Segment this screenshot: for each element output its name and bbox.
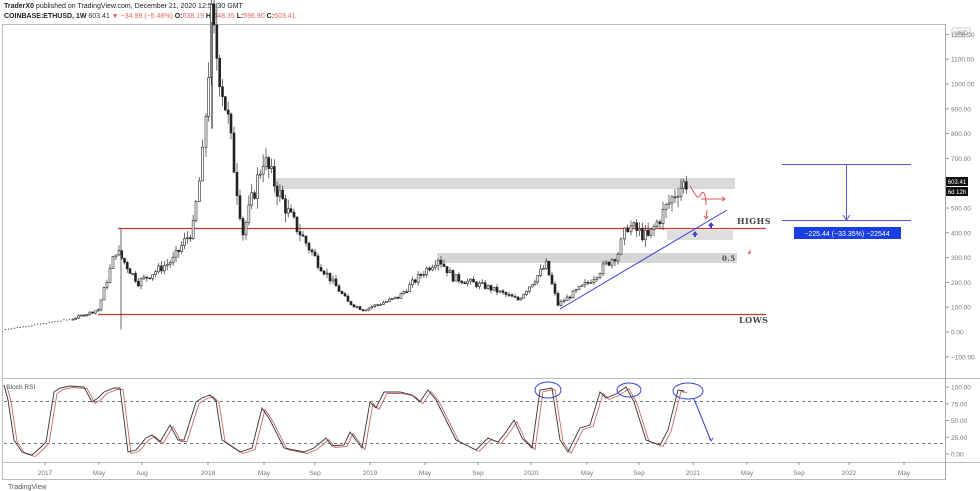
price-tick: −100.00 xyxy=(951,354,975,361)
indicator-tick: 25.00 xyxy=(951,435,968,442)
symbol-label[interactable]: COINBASE:ETHUSD, 1W xyxy=(4,13,87,20)
indicator-axis[interactable]: 100.00 75.00 50.00 25.00 0.00 xyxy=(946,385,971,459)
time-tick: May xyxy=(258,470,271,477)
arrow-down-icon xyxy=(842,214,851,221)
trend-line[interactable] xyxy=(559,209,728,310)
low-value: 596.90 xyxy=(243,13,265,20)
publisher-name[interactable]: TraderX0 xyxy=(4,3,34,10)
chart-frame xyxy=(2,24,946,480)
fib-label: 0.5 xyxy=(722,254,736,263)
time-tick: May xyxy=(419,470,432,477)
publish-info: published on TradingView.com, December 2… xyxy=(35,3,243,10)
lows-label: LOWS xyxy=(739,315,768,325)
last-price: 603.41 xyxy=(88,13,110,20)
indicator-name[interactable]: Stoch RSI xyxy=(6,384,35,391)
price-change: ▼ −34.99 (−5.48%) xyxy=(111,13,173,20)
stoch-rsi-lines xyxy=(3,384,688,458)
time-tick: Sep xyxy=(309,470,321,477)
countdown-tag-bg xyxy=(946,187,968,196)
supply-zone[interactable] xyxy=(275,178,735,189)
time-tick: 2019 xyxy=(363,470,378,477)
time-tick: 2020 xyxy=(524,470,539,477)
price-tick: 500.00 xyxy=(951,206,971,213)
time-tick: May xyxy=(581,470,594,477)
time-tick: May xyxy=(898,470,911,477)
zones xyxy=(275,178,737,263)
price-tick: 1000.00 xyxy=(951,82,975,89)
publish-line: TraderX0 published on TradingView.com, D… xyxy=(4,2,295,12)
indicator-tick: 100.00 xyxy=(951,385,971,392)
brand-label: TradingView xyxy=(8,484,47,491)
price-candles xyxy=(5,0,688,331)
last-price-tag: 603.41 xyxy=(948,180,967,186)
price-tick: 0.00 xyxy=(951,330,964,337)
time-tick: 2017 xyxy=(38,470,53,477)
price-tick: 200.00 xyxy=(951,280,971,287)
price-tick: 400.00 xyxy=(951,230,971,237)
indicator-tick: 75.00 xyxy=(951,401,968,408)
chart-header: TraderX0 published on TradingView.com, D… xyxy=(4,2,295,22)
time-axis[interactable]: 2017 May Aug 2018 May Sep 2019 May Sep 2020 May Sep… xyxy=(38,462,911,477)
time-tick: 2021 xyxy=(686,470,701,477)
time-tick: Aug xyxy=(136,470,148,477)
countdown-tag: 6d 12h xyxy=(948,190,966,196)
time-tick: 2018 xyxy=(201,470,216,477)
price-tick: 1200.00 xyxy=(951,32,975,39)
time-tick: Sep xyxy=(472,470,484,477)
indicator-tick: 0.00 xyxy=(951,452,964,459)
price-axis[interactable]: USD 1200.00 1100.00 1000.00 900.00 800.00 700… xyxy=(946,27,975,361)
up-arrow-icon xyxy=(708,222,714,228)
price-tick: 800.00 xyxy=(951,131,971,138)
price-tick: 900.00 xyxy=(951,106,971,113)
up-arrow-icon xyxy=(692,231,698,237)
low-label: L: xyxy=(236,13,244,20)
close-label: C: xyxy=(266,13,275,20)
open-label: O: xyxy=(174,13,183,20)
time-tick: 2022 xyxy=(842,470,857,477)
measure-label: −225.44 (−33.35%) −22544 xyxy=(804,231,890,238)
highs-label: HIGHS xyxy=(737,216,771,226)
price-tick: 1100.00 xyxy=(951,57,974,64)
currency-label: USD xyxy=(954,30,968,37)
forecast-drawing[interactable] xyxy=(689,185,751,255)
last-price-tag-bg xyxy=(946,177,968,186)
open-value: 638.19 xyxy=(182,13,204,20)
tradingview-logo[interactable]: TradingView xyxy=(8,484,47,491)
time-tick: May xyxy=(741,470,754,477)
overbought-circles[interactable] xyxy=(534,381,714,442)
support-zone[interactable] xyxy=(667,230,733,240)
indicator-tick: 50.00 xyxy=(951,418,968,425)
time-tick: May xyxy=(93,470,106,477)
ohlc-line: COINBASE:ETHUSD, 1W 603.41 ▼ −34.99 (−5.… xyxy=(4,12,295,22)
close-value: 603.41 xyxy=(274,13,296,20)
high-value: 648.35 xyxy=(213,13,235,20)
high-label: H: xyxy=(205,13,214,20)
time-tick: Sep xyxy=(633,470,645,477)
time-tick: Sep xyxy=(793,470,805,477)
price-tick: 700.00 xyxy=(951,156,971,163)
fib-zone[interactable] xyxy=(437,253,737,263)
price-tick: 100.00 xyxy=(951,305,971,312)
up-arrow-icons xyxy=(692,222,714,237)
measure-tool[interactable]: −225.44 (−33.35%) −22544 xyxy=(782,164,911,240)
price-tick: 300.00 xyxy=(951,255,971,262)
